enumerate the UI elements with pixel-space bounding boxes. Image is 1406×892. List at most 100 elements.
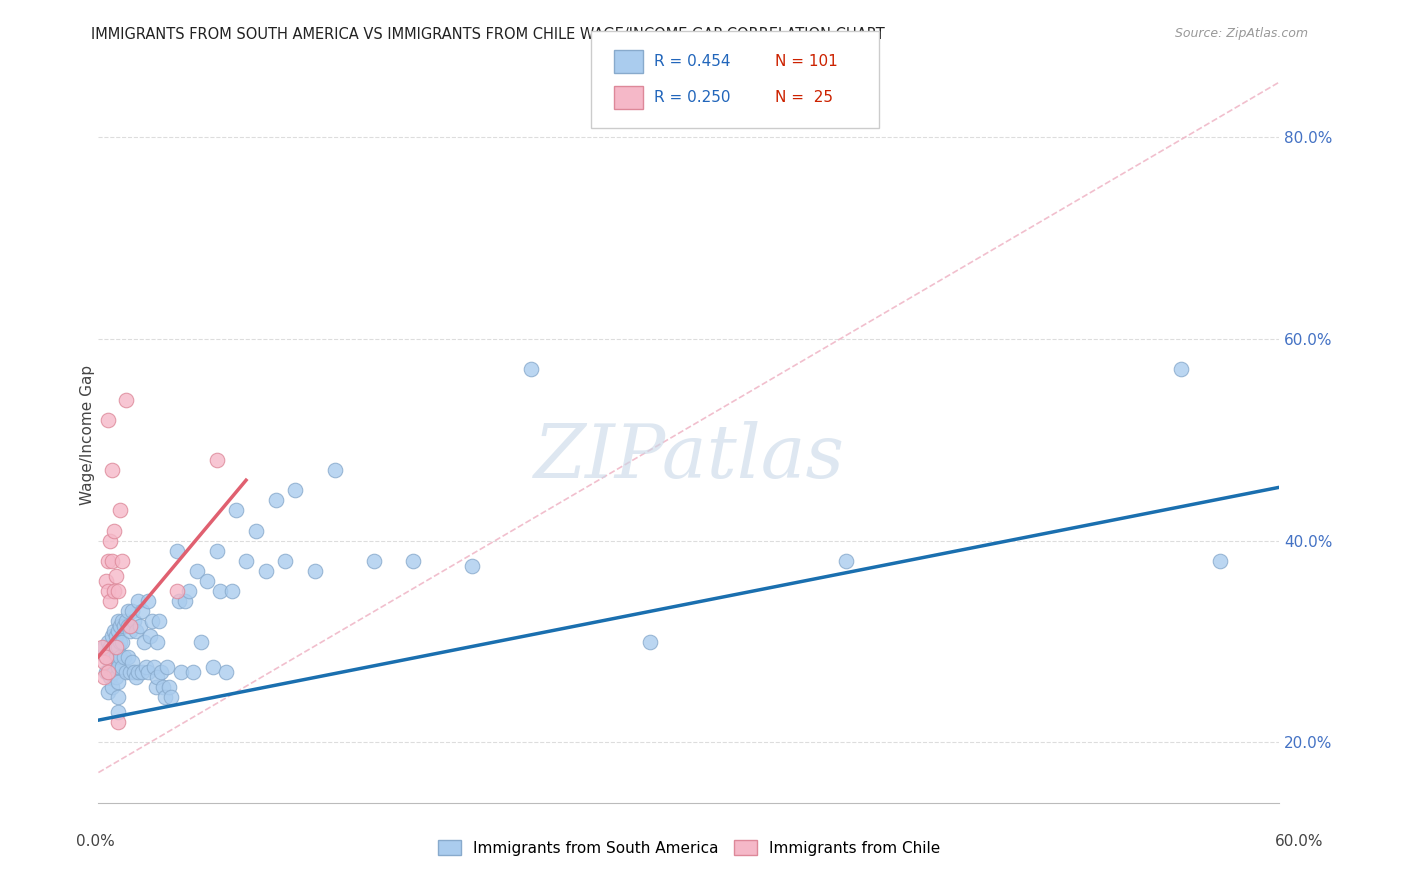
Point	[167, 594, 190, 608]
Point	[150, 665, 173, 679]
Point	[160, 690, 183, 704]
Point	[98, 670, 121, 684]
Point	[101, 659, 124, 673]
Point	[107, 705, 129, 719]
Point	[148, 615, 170, 629]
Point	[209, 584, 232, 599]
Point	[323, 463, 346, 477]
Point	[235, 554, 257, 568]
Point	[274, 554, 297, 568]
Point	[97, 413, 120, 427]
Point	[107, 640, 129, 654]
Point	[107, 584, 129, 599]
Point	[101, 680, 124, 694]
Point	[127, 594, 149, 608]
Point	[107, 659, 129, 673]
Point	[96, 665, 118, 679]
Point	[221, 584, 243, 599]
Point	[97, 665, 120, 679]
Point	[111, 554, 134, 568]
Point	[1209, 554, 1232, 568]
Point	[107, 715, 129, 730]
Point	[835, 554, 858, 568]
Point	[107, 624, 129, 639]
Point	[105, 649, 128, 664]
Point	[101, 630, 124, 644]
Point	[1170, 362, 1192, 376]
Point	[112, 649, 135, 664]
Point	[103, 584, 125, 599]
Text: Source: ZipAtlas.com: Source: ZipAtlas.com	[1174, 27, 1308, 40]
Point	[93, 655, 115, 669]
Point	[118, 665, 141, 679]
Point	[107, 615, 129, 629]
Point	[93, 670, 115, 684]
Point	[96, 649, 118, 664]
Point	[205, 543, 228, 558]
Point	[190, 634, 212, 648]
Point	[136, 594, 159, 608]
Point	[146, 670, 169, 684]
Text: R = 0.250: R = 0.250	[654, 90, 730, 104]
Point	[122, 615, 145, 629]
Point	[111, 659, 134, 673]
Point	[98, 655, 121, 669]
Point	[201, 659, 224, 673]
Point	[121, 655, 143, 669]
Point	[118, 619, 141, 633]
Point	[177, 584, 200, 599]
Point	[125, 624, 148, 639]
Point	[245, 524, 267, 538]
Point	[107, 690, 129, 704]
Point	[174, 594, 197, 608]
Point	[145, 680, 167, 694]
Legend: Immigrants from South America, Immigrants from Chile: Immigrants from South America, Immigrant…	[437, 839, 941, 855]
Point	[166, 543, 188, 558]
Point	[254, 564, 277, 578]
Point	[108, 503, 131, 517]
Point	[115, 615, 138, 629]
Point	[225, 503, 247, 517]
Point	[93, 640, 115, 654]
Point	[155, 690, 177, 704]
Point	[96, 574, 118, 588]
Point	[103, 624, 125, 639]
Point	[205, 453, 228, 467]
Point	[195, 574, 218, 588]
Point	[142, 659, 165, 673]
Point	[638, 634, 661, 648]
Point	[91, 640, 114, 654]
Point	[117, 619, 139, 633]
Point	[111, 634, 134, 648]
Point	[461, 558, 484, 573]
Point	[111, 615, 134, 629]
Point	[97, 584, 120, 599]
Point	[112, 619, 135, 633]
Point	[97, 634, 120, 648]
Point	[125, 670, 148, 684]
Point	[107, 674, 129, 689]
Point	[284, 483, 307, 498]
Point	[363, 554, 385, 568]
Point	[128, 619, 150, 633]
Point	[98, 640, 121, 654]
Point	[152, 680, 174, 694]
Point	[127, 665, 149, 679]
Point	[122, 665, 145, 679]
Point	[96, 649, 118, 664]
Point	[98, 533, 121, 548]
Point	[520, 362, 543, 376]
Point	[108, 649, 131, 664]
Point	[157, 680, 180, 694]
Point	[108, 619, 131, 633]
Point	[97, 665, 120, 679]
Point	[156, 659, 179, 673]
Point	[264, 493, 287, 508]
Point	[131, 665, 153, 679]
Y-axis label: Wage/Income Gap: Wage/Income Gap	[80, 365, 94, 505]
Point	[132, 634, 155, 648]
Point	[121, 604, 143, 618]
Text: R = 0.454: R = 0.454	[654, 54, 730, 69]
Point	[105, 640, 128, 654]
Point	[136, 665, 159, 679]
